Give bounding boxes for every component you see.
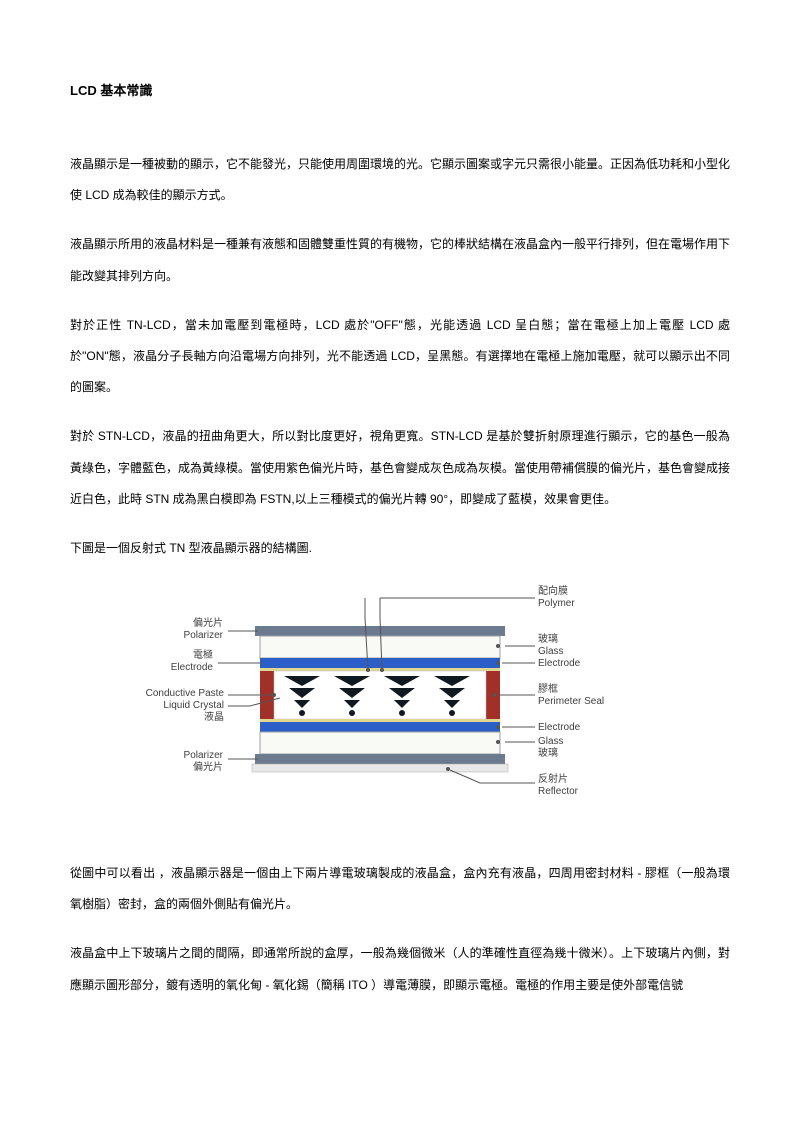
paragraph-4: 對於 STN-LCD，液晶的扭曲角更大，所以對比度更好，視角更寬。STN-LCD… — [70, 421, 730, 515]
label-polymer: 配向膜Polymer — [538, 586, 575, 609]
paragraph-6: 從圖中可以看出 ，液晶顯示器是一個由上下兩片導電玻璃製成的液晶盒，盒內充有液晶，… — [70, 858, 730, 920]
paragraph-1: 液晶顯示是一種被動的顯示，它不能發光，只能使用周圍環境的光。它顯示圖案或字元只需… — [70, 149, 730, 211]
label-glass-top: 玻璃Glass — [538, 634, 564, 657]
label-polarizer-bottom: Polarizer偏光片 — [168, 750, 223, 773]
label-liquid-crystal: Liquid Crystal液晶 — [148, 700, 224, 723]
paragraph-7: 液晶盒中上下玻璃片之間的間隔，即通常所說的盒厚，一般為幾個微米（人的準確性直徑為… — [70, 938, 730, 1000]
label-reflector: 反射片Reflector — [538, 774, 578, 797]
label-perimeter-seal: 膠框Perimeter Seal — [538, 684, 604, 707]
label-electrode-right-top: Electrode — [538, 658, 580, 670]
label-electrode-left: 電極Electrode — [158, 650, 213, 673]
page-title: LCD 基本常識 — [70, 80, 730, 99]
label-glass-bottom: Glass玻璃 — [538, 736, 564, 759]
label-polarizer-top: 偏光片Polarizer — [168, 618, 223, 641]
label-electrode-right-bottom: Electrode — [538, 722, 580, 734]
lcd-structure-diagram: 偏光片Polarizer 電極Electrode Conductive Past… — [140, 588, 620, 828]
label-conductive-paste: Conductive Paste — [132, 688, 224, 700]
paragraph-3: 對於正性 TN-LCD，當未加電壓到電極時，LCD 處於"OFF"態，光能透過 … — [70, 310, 730, 404]
paragraph-5: 下圖是一個反射式 TN 型液晶顯示器的結構圖. — [70, 533, 730, 564]
paragraph-2: 液晶顯示所用的液晶材料是一種兼有液態和固體雙重性質的有機物，它的棒狀結構在液晶盒… — [70, 229, 730, 291]
